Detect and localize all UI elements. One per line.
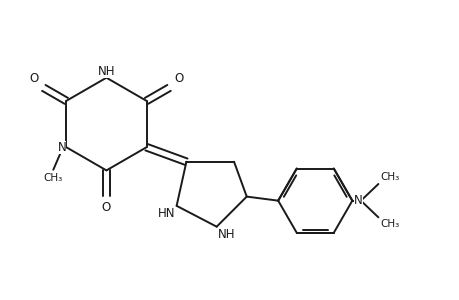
Text: CH₃: CH₃ (380, 219, 399, 229)
Text: N: N (57, 141, 66, 154)
Text: O: O (101, 201, 111, 214)
Text: CH₃: CH₃ (380, 172, 399, 182)
Text: N: N (353, 194, 362, 207)
Text: NH: NH (97, 65, 115, 78)
Text: CH₃: CH₃ (44, 173, 63, 183)
Text: O: O (174, 72, 183, 86)
Text: NH: NH (218, 228, 235, 241)
Text: O: O (29, 72, 39, 86)
Text: HN: HN (157, 207, 175, 220)
